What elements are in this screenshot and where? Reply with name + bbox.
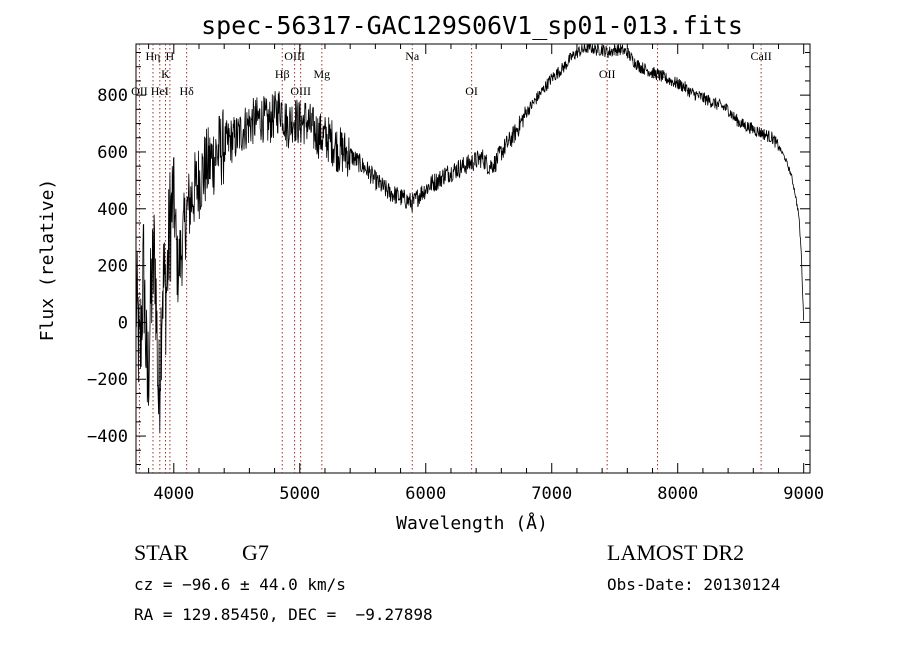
plot-area — [136, 44, 810, 473]
spectral-line-label: Hδ — [179, 84, 194, 98]
redshift-velocity: cz = −96.6 ± 44.0 km/s — [134, 575, 346, 594]
survey-name: LAMOST DR2 — [607, 540, 744, 566]
x-tick-label: 4000 — [153, 484, 194, 504]
x-tick-label: 6000 — [405, 484, 446, 504]
object-type: STAR — [134, 540, 188, 566]
plot-border — [136, 44, 810, 473]
spectral-line-label: OII — [131, 84, 148, 98]
y-tick-label: −200 — [87, 370, 128, 390]
spectral-line-label: OI — [465, 84, 478, 98]
observation-date: Obs-Date: 20130124 — [607, 575, 780, 594]
x-tick-label: 9000 — [783, 484, 824, 504]
spectral-line-label: Na — [405, 49, 420, 63]
spectral-line-label: Hη — [146, 49, 161, 63]
y-tick-label: −400 — [87, 427, 128, 447]
spectral-line-label: OIII — [284, 49, 305, 63]
spectral-subclass: G7 — [242, 540, 269, 566]
spectral-line-label: HeI — [151, 84, 169, 98]
y-tick-label: 0 — [118, 313, 128, 333]
y-tick-label: 200 — [97, 257, 128, 277]
spectral-line-label: OII — [599, 67, 616, 81]
spectral-line-label: K — [161, 67, 170, 81]
coordinates: RA = 129.85450, DEC = −9.27898 — [134, 605, 433, 624]
y-tick-label: 600 — [97, 143, 128, 163]
spectrum-line — [136, 45, 804, 433]
x-tick-label: 5000 — [279, 484, 320, 504]
spectral-line-label: CaII — [750, 49, 771, 63]
x-tick-label: 7000 — [531, 484, 572, 504]
y-axis-label: Flux (relative) — [37, 179, 58, 342]
spectrum-series — [136, 45, 804, 433]
y-tick-label: 400 — [97, 200, 128, 220]
x-axis-label: Wavelength (Å) — [396, 512, 548, 534]
spectral-line-label: OIII — [290, 84, 311, 98]
y-tick-label: 800 — [97, 86, 128, 106]
axis-ticks: 4000 5000 6000 7000 8000 9000 −400 −200 0 200 400 6… — [87, 44, 824, 504]
chart-title: spec-56317-GAC129S06V1_sp01-013.fits — [201, 11, 743, 40]
x-tick-label: 8000 — [657, 484, 698, 504]
spectral-line-label: H — [166, 49, 175, 63]
spectral-line-label: Hβ — [275, 67, 290, 81]
spectral-line-label: Mg — [313, 67, 330, 81]
